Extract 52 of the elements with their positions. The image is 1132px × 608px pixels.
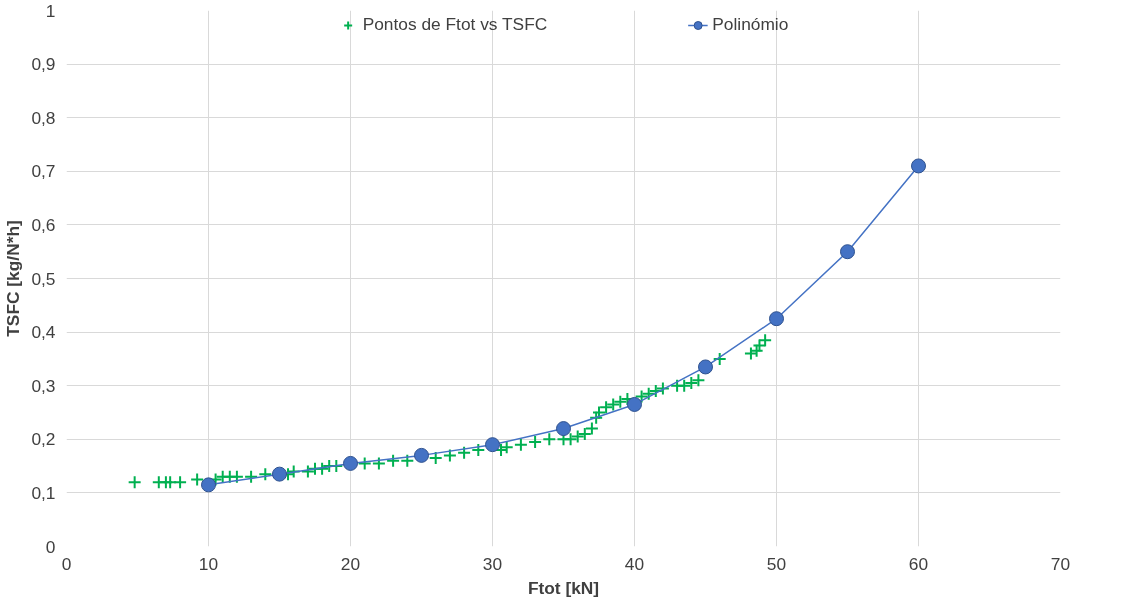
y-tick-label: 0,8 [31,107,56,128]
point [244,469,259,484]
point [698,359,713,375]
point [442,448,457,463]
point [627,396,642,412]
point [911,158,926,174]
x-tick-label: 50 [766,553,787,574]
x-tick-label: 0 [61,553,72,574]
point [343,455,358,471]
point [542,432,557,447]
legend-label: Pontos de Ftot vs TSFC [362,14,548,35]
point [712,351,727,366]
point [127,475,142,490]
point [457,445,472,460]
point [258,467,273,482]
point [840,244,855,260]
legend-label: Polinómio [712,14,789,35]
point [173,475,188,490]
point [485,437,500,453]
point [769,311,784,327]
x-tick-label: 30 [482,553,503,574]
point [201,477,216,493]
y-axis-title: TSFC [kg/N*h] [3,220,24,337]
x-tick-label: 40 [624,553,645,574]
point [528,434,543,449]
point [357,456,372,471]
point [556,421,571,437]
y-tick-label: 0,4 [31,322,56,343]
y-tick-label: 0,7 [31,161,56,182]
y-tick-label: 0,5 [31,268,56,289]
point [471,443,486,458]
x-tick-label: 70 [1050,553,1071,574]
x-tick-label: 10 [198,553,219,574]
point [428,451,443,466]
point [371,456,386,471]
point [272,466,287,482]
y-tick-label: 0,9 [31,54,56,75]
y-tick-label: 0,6 [31,214,56,235]
x-tick-label: 60 [908,553,929,574]
point [229,469,244,484]
x-axis-title: Ftot [kN] [527,577,600,598]
point [386,453,401,468]
point [513,437,528,452]
y-tick-label: 1 [45,0,56,21]
point [414,447,429,463]
y-tick-label: 0,1 [31,482,56,503]
y-tick-label: 0,2 [31,429,56,450]
x-tick-label: 20 [340,553,361,574]
point [190,472,205,487]
point [400,453,415,468]
y-tick-label: 0 [45,536,56,557]
y-tick-label: 0,3 [31,375,56,396]
